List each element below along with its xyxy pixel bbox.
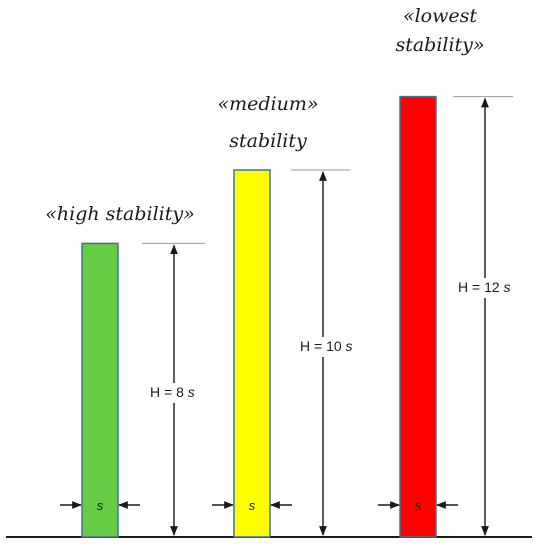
columns-layer: H = 8 ss«high stability»H = 10 ss«medium… [45,5,513,538]
width-label-high: s [97,498,104,513]
width-label-medium: s [249,498,256,513]
caption-lowest-line-2: stability» [395,34,484,56]
width-label-lowest: s [415,498,422,513]
height-label-bg-lowest [454,278,508,298]
caption-medium-line-1: «medium» [217,93,318,115]
column-medium: H = 10 ss«medium»stability [212,93,353,538]
height-label-prefix-high: H = 8 [150,384,188,400]
bar-high [81,242,119,538]
height-label-prefix-lowest: H = 12 [458,279,504,295]
height-label-medium: H = 10 s [300,338,353,354]
height-label-bg-high [146,383,200,403]
caption-medium-line-2: stability [229,130,307,152]
bar-medium [233,169,271,538]
column-high: H = 8 ss«high stability» [45,203,205,538]
height-label-unit-high: s [188,384,195,400]
height-label-high: H = 8 s [150,384,195,400]
height-label-prefix-medium: H = 10 [300,338,346,354]
height-label-unit-medium: s [346,338,353,354]
height-label-bg-medium [296,337,350,357]
height-label-lowest: H = 12 s [458,279,511,295]
caption-lowest-line-1: «lowest [403,5,477,27]
caption-high-line-1: «high stability» [45,203,194,225]
bar-lowest [399,95,437,538]
height-label-unit-lowest: s [504,279,511,295]
